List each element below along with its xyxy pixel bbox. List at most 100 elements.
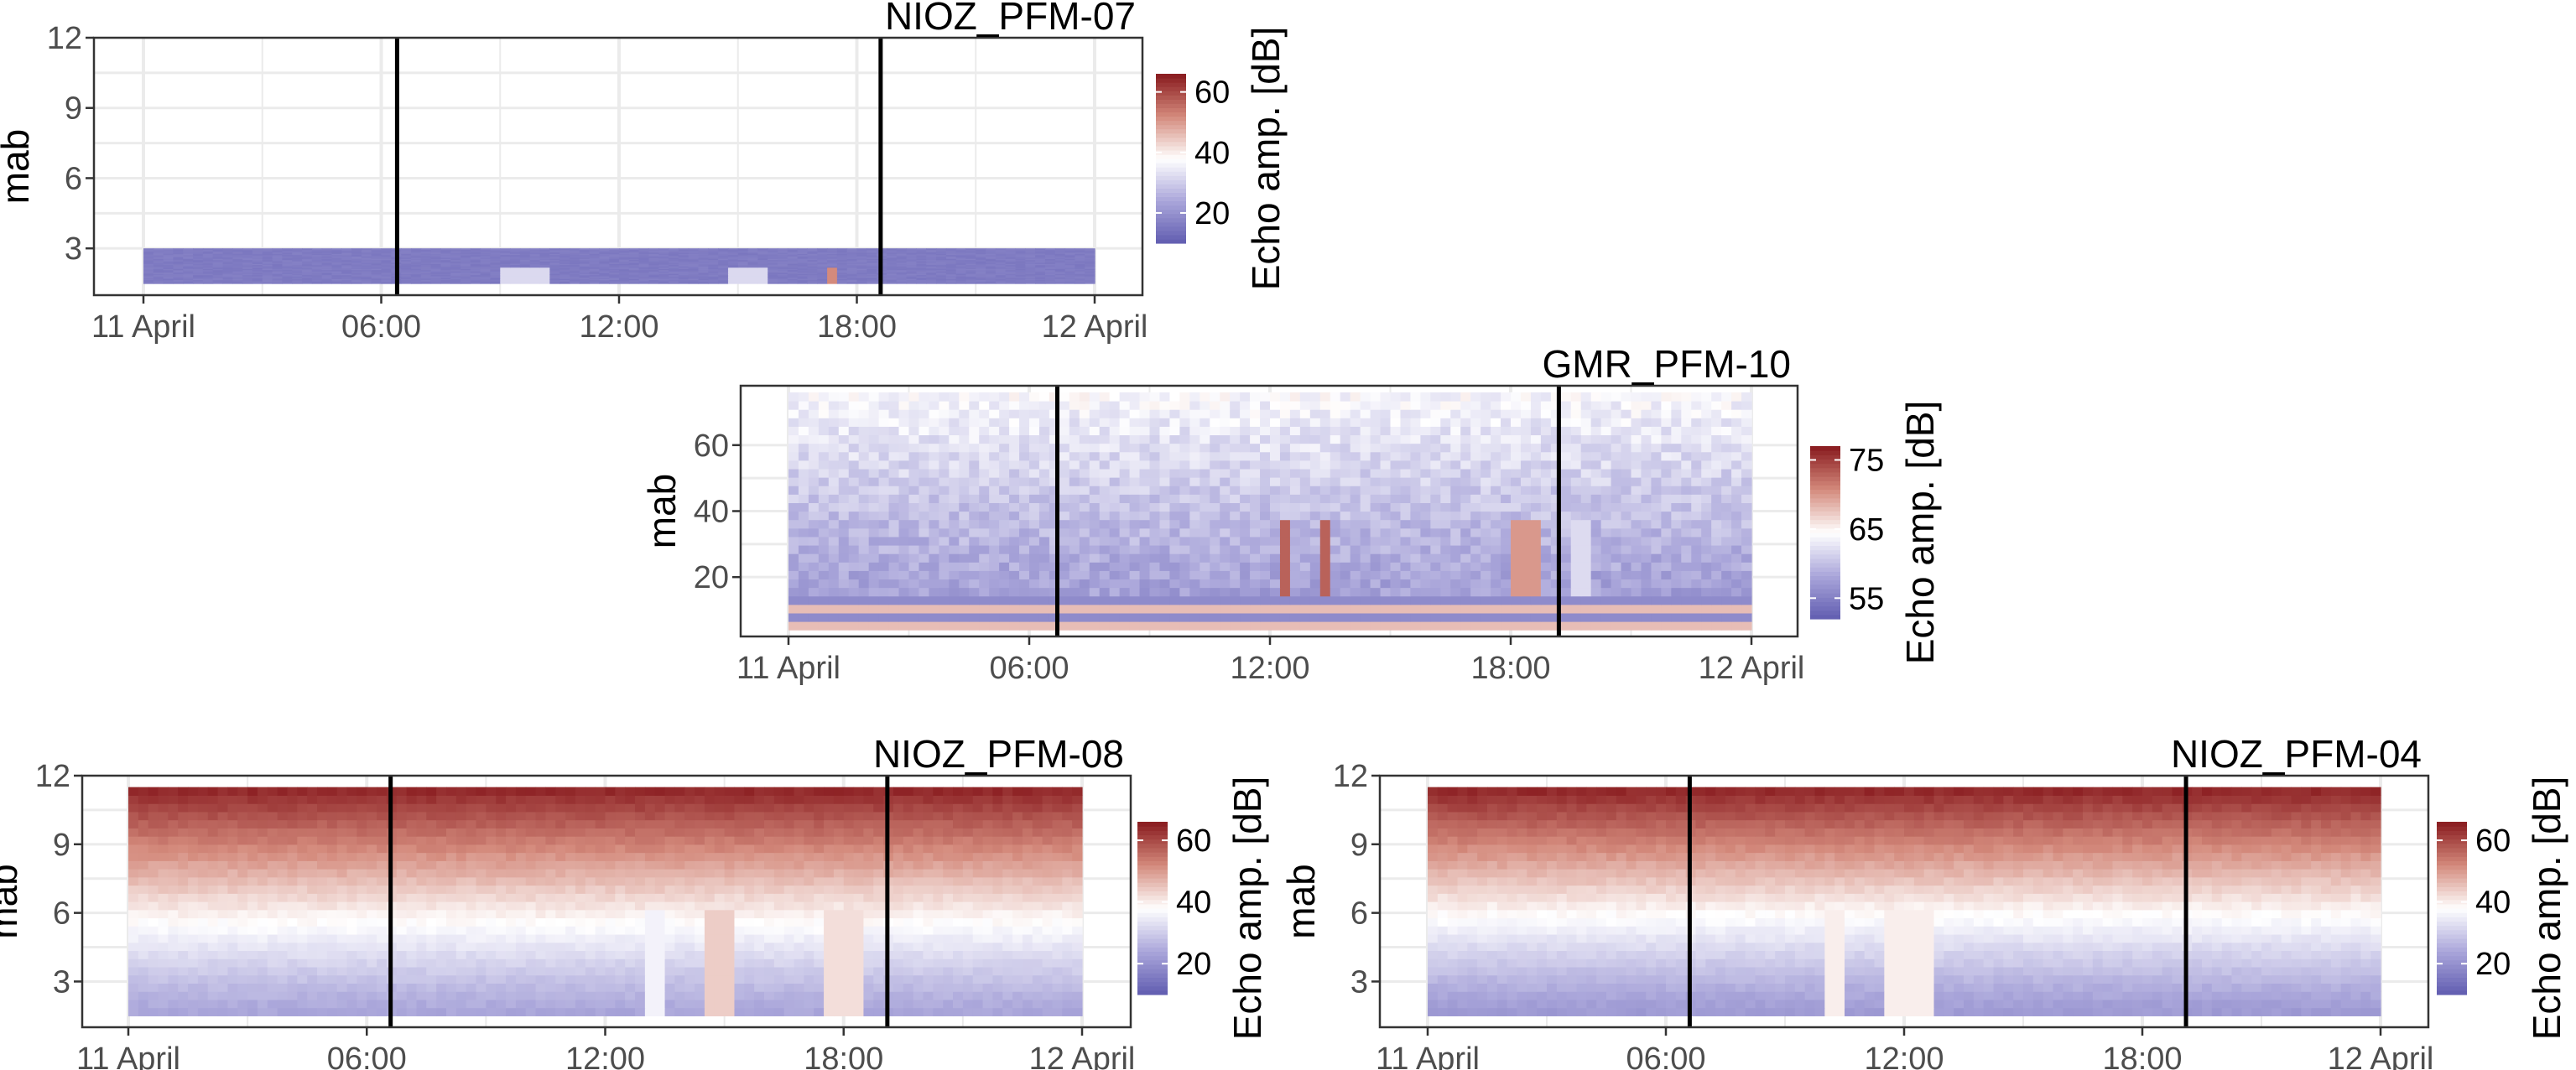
heatmap-cell [302,277,313,279]
heatmap-cell [1230,527,1241,538]
heatmap-cell [959,570,970,580]
heatmap-cell [1570,570,1582,580]
y-tick-label: 9 [65,91,82,127]
heatmap-cell [1009,570,1020,580]
heatmap-cell [569,257,580,259]
heatmap-cell [916,281,927,283]
heatmap-cell [989,502,1000,512]
heatmap-cell [856,269,867,272]
heatmap-cell [440,257,451,259]
heatmap-cell [1179,579,1190,589]
heatmap-cell [906,273,917,276]
heatmap-cell [153,259,164,262]
heatmap-cell [1540,612,1552,622]
heatmap-cell [1440,502,1451,512]
heatmap-cell [1330,553,1341,563]
heatmap-cell [1005,277,1017,279]
heatmap-cell [1049,511,1060,521]
heatmap-cell [955,258,967,261]
heatmap-cell [1511,519,1522,529]
heatmap-cell [848,587,860,597]
heatmap-cell [856,249,867,252]
heatmap-cell [995,248,1007,251]
heatmap-cell [282,259,293,262]
heatmap-cell [272,269,283,272]
heatmap-cell [1270,451,1281,461]
heatmap-cell [1119,486,1131,495]
heatmap-cell [371,276,382,278]
heatmap-cell [1309,468,1321,478]
heatmap-cell [430,282,441,284]
heatmap-cell [788,544,799,554]
heatmap-cell [965,269,976,272]
heatmap-cell [787,253,799,256]
heatmap-cell [539,262,550,264]
heatmap-cell [1511,502,1522,512]
heatmap-cell [529,266,541,268]
heatmap-cell [1319,511,1331,521]
heatmap-cell [929,519,939,529]
heatmap-cell [1501,527,1512,538]
heatmap-cell [908,494,920,503]
heatmap-cell [401,281,412,283]
heatmap-cell [1059,460,1070,470]
heatmap-cell [410,268,422,271]
heatmap-cell [331,267,342,269]
heatmap-cell [1119,570,1131,580]
heatmap-cell [242,279,253,282]
heatmap-cell [143,277,154,279]
heatmap-cell [1089,443,1101,453]
heatmap-cell [856,267,867,269]
heatmap-cell [1079,434,1090,444]
heatmap-cell [936,257,947,259]
heatmap-cell [420,266,432,268]
heatmap-cell [1611,527,1622,538]
heatmap-cell [1380,621,1392,631]
y-axis-label: mab [0,129,37,204]
heatmap-cell [461,277,471,279]
heatmap-cell [688,278,700,281]
heatmap-cell [1035,279,1046,282]
heatmap-cell [1340,587,1351,597]
heatmap-cell [321,251,333,253]
heatmap-cell [648,266,659,268]
heatmap-cell [1570,562,1582,571]
heatmap-cell [846,262,858,264]
heatmap-cell [1491,570,1501,580]
heatmap-cell [1711,621,1722,631]
heatmap-cell [807,271,818,273]
heatmap-cell [381,248,392,251]
heatmap-cell [1741,536,1752,546]
heatmap-cell [1390,536,1402,546]
heatmap-cell [143,274,154,277]
heatmap-cell [500,278,511,281]
heatmap-cell [1540,595,1552,605]
heatmap-cell [1460,544,1471,554]
heatmap-cell [1069,434,1080,444]
heatmap-cell [866,276,877,278]
heatmap-cell [1380,494,1392,503]
heatmap-cell [341,258,352,261]
heatmap-cell [1491,579,1501,589]
heatmap-cell [1560,587,1572,597]
heatmap-cell [1119,536,1131,546]
heatmap-cell [232,273,243,276]
heatmap-cell [898,468,910,478]
heatmap-cell [926,277,937,279]
heatmap-cell [1460,595,1471,605]
heatmap-cell [708,254,719,257]
heatmap-cell [628,256,640,258]
heatmap-cell [1029,562,1040,571]
heatmap-cell [1159,519,1171,529]
heatmap-cell [838,443,850,453]
heatmap-cell [906,266,917,268]
heatmap-cell [919,502,930,512]
heatmap-cell [1015,248,1026,251]
heatmap-cell [908,434,920,444]
heatmap-cell [1139,502,1151,512]
heatmap-cell [262,252,273,254]
heatmap-cell [351,264,362,267]
heatmap-cell [989,536,1000,546]
heatmap-cell [321,274,333,277]
heatmap-cell [1015,271,1026,273]
